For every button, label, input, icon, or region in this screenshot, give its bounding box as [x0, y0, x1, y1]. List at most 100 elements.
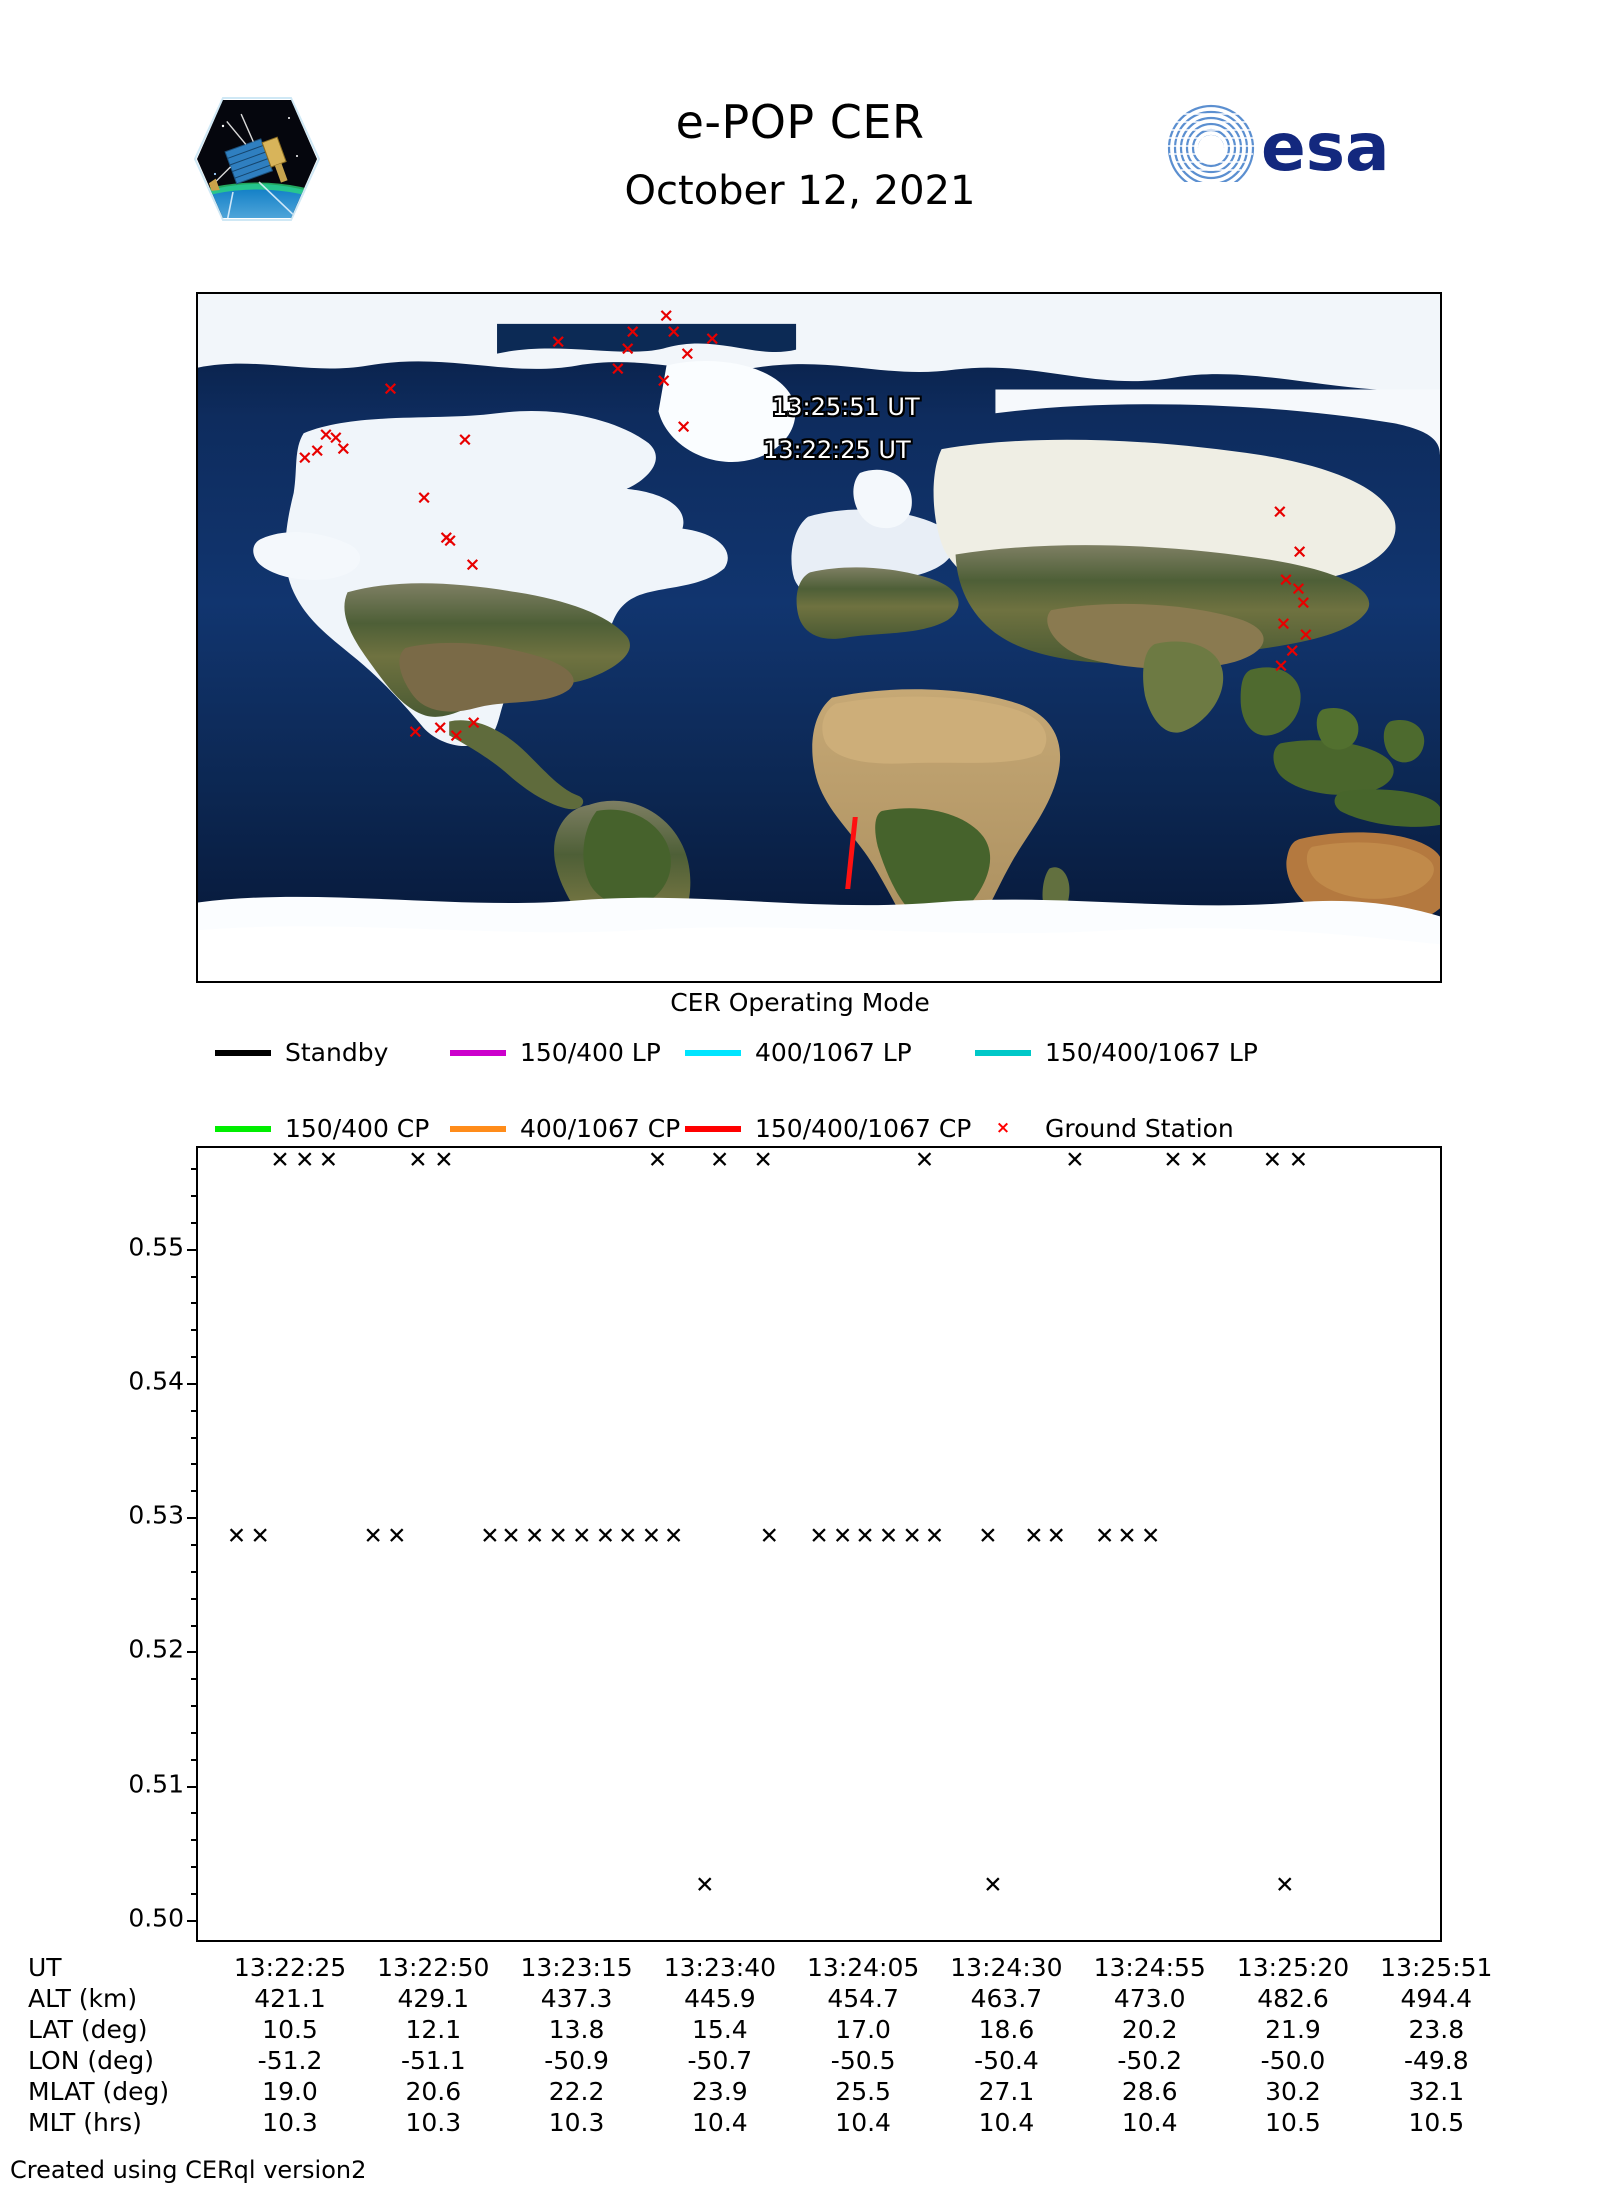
data-point-marker: ✕ — [363, 1523, 383, 1550]
y-axis-minor-tick — [191, 1866, 198, 1869]
data-point-marker: ✕ — [318, 1147, 339, 1174]
data-point-marker: ✕ — [1262, 1147, 1282, 1174]
data-point-marker: ✕ — [855, 1523, 875, 1550]
table-cell: 13:22:50 — [377, 1953, 490, 1982]
table-cell: 22.2 — [548, 2077, 605, 2106]
data-point-marker: ✕ — [387, 1523, 407, 1550]
page-title: e-POP CER — [675, 95, 925, 149]
y-axis-tick — [187, 1919, 198, 1922]
data-point-marker: ✕ — [902, 1523, 922, 1550]
data-point-marker: ✕ — [878, 1523, 899, 1550]
legend-label: 400/1067 LP — [755, 1038, 912, 1067]
data-point-marker: ✕ — [295, 1147, 315, 1174]
data-point-marker: ✕ — [501, 1523, 521, 1550]
table-cell: 17.0 — [835, 2015, 891, 2044]
y-axis-minor-tick — [191, 1839, 198, 1842]
data-point-marker: ✕ — [664, 1523, 684, 1550]
table-cell: 10.5 — [1408, 2108, 1465, 2137]
y-axis-tick-label: 0.55 — [128, 1232, 184, 1262]
data-point-marker: ✕ — [408, 1147, 428, 1174]
data-point-marker: ✕ — [924, 1523, 945, 1550]
table-row-label: MLAT (deg) — [28, 2077, 170, 2106]
legend-label: 400/1067 CP — [520, 1114, 681, 1143]
legend-row: Standby 150/400 LP 400/1067 LP 150/400/1067… — [215, 1038, 1455, 1074]
legend-label: 150/400 LP — [520, 1038, 661, 1067]
table-cell: 20.6 — [405, 2077, 462, 2106]
table-cell: -50.4 — [974, 2046, 1039, 2075]
legend-title: CER Operating Mode — [670, 988, 930, 1017]
table-cell: -50.9 — [544, 2046, 609, 2075]
table-cell: 429.1 — [397, 1984, 470, 2013]
y-axis-minor-tick — [191, 1329, 198, 1332]
table-cell: 10.5 — [262, 2015, 318, 2044]
table-cell: 20.2 — [1121, 2015, 1178, 2044]
legend-label: Ground Station — [1045, 1114, 1234, 1143]
y-axis-minor-tick — [191, 1168, 198, 1171]
y-axis-minor-tick — [191, 1436, 198, 1439]
data-point-marker: ✕ — [270, 1147, 290, 1174]
legend-item[interactable]: Standby — [215, 1038, 388, 1067]
y-axis-minor-tick — [191, 1194, 198, 1197]
table-cell: 13:22:25 — [233, 1953, 347, 1982]
cer-current-plot: ✕ ✕ ✕ ✕ ✕ ✕ ✕ ✕ ✕ ✕ ✕ ✕ ✕ ✕ ✕ ✕ ✕ ✕ ✕ ✕ ✕ ✕ ✕ ✕ ✕ ✕ ✕ ✕ ✕ ✕ ✕ ✕ ✕ ✕ ✕ ✕ ✕ ✕ ✕ ✕… — [187, 1146, 1442, 1942]
legend-row: 150/400 CP 400/1067 CP 150/400/1067 CP × Gro… — [215, 1074, 1455, 1143]
legend-item[interactable]: 400/1067 CP — [450, 1114, 680, 1143]
data-point-marker: ✕ — [1095, 1523, 1115, 1550]
data-point-marker: ✕ — [1024, 1523, 1044, 1550]
data-point-marker: ✕ — [695, 1872, 715, 1899]
y-axis-minor-tick — [191, 1221, 198, 1224]
table-cell: -50.5 — [830, 2046, 896, 2075]
data-point-marker: ✕ — [226, 1523, 247, 1550]
ephemeris-table: UT 13:22:25 13:22:50 13:23:15 13:23:40 13:24:… — [28, 1952, 1508, 2138]
data-point-marker: ✕ — [250, 1523, 270, 1550]
table-cell: 23.8 — [1408, 2015, 1465, 2044]
y-axis-tick — [187, 1248, 198, 1251]
legend-label: Standby — [285, 1038, 389, 1067]
data-point-marker: ✕ — [618, 1523, 638, 1550]
table-cell: 28.6 — [1121, 2077, 1178, 2106]
table-row-label: ALT (km) — [28, 1984, 138, 2013]
data-point-marker: ✕ — [983, 1872, 1003, 1899]
y-axis-tick — [187, 1785, 198, 1788]
legend-item[interactable]: × Ground Station — [975, 1114, 1234, 1143]
table-row: UT 13:22:25 13:22:50 13:23:15 13:23:40 13:24:… — [28, 1952, 1508, 1983]
table-cell: 27.1 — [978, 2077, 1035, 2106]
data-point-marker: ✕ — [1117, 1523, 1137, 1550]
table-cell: -49.8 — [1403, 2046, 1469, 2075]
y-axis-minor-tick — [191, 1812, 198, 1815]
table-row-label: LON (deg) — [28, 2046, 154, 2075]
y-axis-minor-tick — [191, 1356, 198, 1359]
page-date: October 12, 2021 — [624, 168, 976, 214]
y-axis-minor-tick — [191, 1758, 198, 1761]
table-cell: 23.9 — [692, 2077, 748, 2106]
data-point-marker: ✕ — [647, 1147, 668, 1174]
data-point-marker: ✕ — [1140, 1523, 1161, 1550]
legend-item[interactable]: 150/400 CP — [215, 1114, 429, 1143]
table-row: MLAT (deg) 19.0 20.6 22.2 23.9 25.5 27.1 28.6 30… — [28, 2076, 1508, 2107]
y-axis-minor-tick — [191, 1597, 198, 1600]
table-cell: 494.4 — [1400, 1984, 1473, 2013]
legend-item[interactable]: 150/400 LP — [450, 1038, 661, 1067]
legend-item[interactable]: 150/400/1067 CP — [685, 1114, 971, 1143]
data-point-marker: ✕ — [572, 1523, 592, 1550]
data-point-marker: ✕ — [524, 1523, 545, 1550]
page-header: e-POP CER October 12, 2021 — [0, 0, 1600, 270]
legend-color-swatch — [685, 1125, 741, 1132]
data-point-marker: ✕ — [434, 1147, 454, 1174]
table-cell: 13:23:15 — [520, 1953, 633, 1982]
y-axis-minor-tick — [191, 1678, 198, 1681]
y-axis-minor-tick — [191, 1624, 198, 1627]
track-end-time-label: 13:25:51 UT — [772, 393, 920, 421]
table-cell: 13:24:55 — [1093, 1953, 1206, 1982]
data-point-marker: ✕ — [1163, 1147, 1183, 1174]
table-cell: 10.3 — [262, 2108, 318, 2137]
data-point-marker: ✕ — [595, 1523, 616, 1550]
legend-item[interactable]: 400/1067 LP — [685, 1038, 912, 1067]
table-cell: 10.4 — [978, 2108, 1035, 2137]
y-axis-minor-tick — [191, 1893, 198, 1896]
legend: Standby 150/400 LP 400/1067 LP 150/400/1067… — [215, 1038, 1455, 1143]
table-cell: 10.3 — [405, 2108, 462, 2137]
legend-label: 150/400/1067 LP — [1045, 1038, 1258, 1067]
legend-item[interactable]: 150/400/1067 LP — [975, 1038, 1258, 1067]
table-cell: 18.6 — [978, 2015, 1035, 2044]
